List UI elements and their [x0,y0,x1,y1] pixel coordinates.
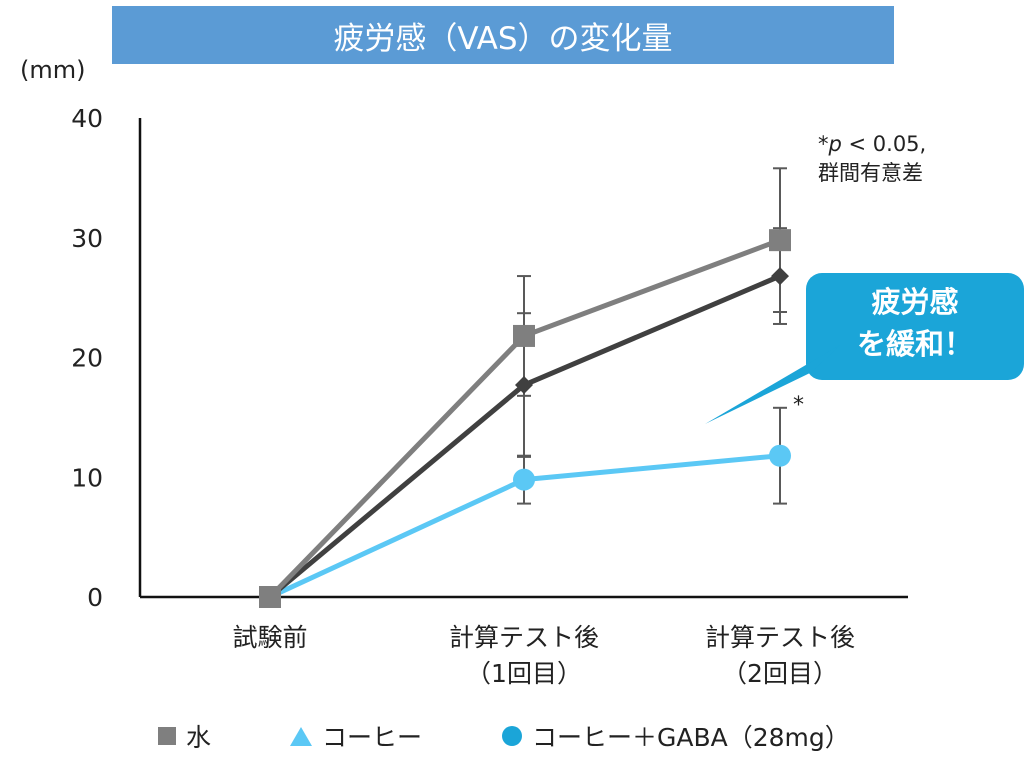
series-markers: * [259,229,804,608]
x-tick-label: 計算テスト後 [705,623,855,652]
note-p-symbol: p [828,132,842,156]
data-point-diamond [771,267,789,286]
data-point-square [513,324,535,347]
chart-title-bar: 疲労感（VAS）の変化量 [112,6,894,64]
legend-label: コーヒー＋GABA（28mg） [532,723,850,752]
data-point-diamond [515,376,533,395]
significance-note: *p < 0.05, 群間有意差 [818,130,926,188]
x-tick-label-line2: （2回目） [722,659,838,688]
note-asterisk: * [818,132,829,156]
chart-axes: 0 10 20 30 40 試験前 計算テスト後 （1回目） 計算テスト後 （2回目） [71,104,908,688]
note-p-value: < 0.05, [841,132,927,156]
y-tick-label: 20 [71,344,103,373]
callout-line2: を緩和！ [856,327,973,361]
x-tick-label: 計算テスト後 [449,623,599,652]
callout-bubble [705,273,1024,424]
callout-text: 疲労感 を緩和！ [806,281,1024,365]
legend-item: 水 [158,718,211,754]
significance-asterisk: * [793,393,804,418]
legend-triangle-icon [290,726,312,746]
chart-legend: 水 コーヒー コーヒー＋GABA（28mg） [0,718,1024,758]
legend-label: 水 [186,723,212,752]
callout-line1: 疲労感 [871,285,959,319]
y-tick-label: 10 [71,463,103,492]
data-point-square [259,586,281,608]
x-tick-label: 試験前 [232,623,307,652]
line-chart: 0 10 20 30 40 試験前 計算テスト後 （1回目） 計算テスト後 （2回目） * [71,104,1024,688]
legend-item: コーヒー＋GABA（28mg） [502,718,850,754]
y-tick-label: 30 [71,224,103,253]
chart-title: 疲労感（VAS）の変化量 [333,20,673,57]
legend-item: コーヒー [290,718,422,754]
error-bars [517,167,787,505]
y-tick-label: 40 [71,104,103,133]
data-point-circle [513,468,535,491]
callout-pointer [705,345,840,424]
legend-square-icon [158,727,176,745]
y-tick-label: 0 [87,583,103,612]
x-tick-label-line2: （1回目） [466,659,582,688]
legend-label: コーヒー [322,723,423,752]
legend-circle-icon [502,726,522,746]
data-point-square [769,229,791,252]
callout-box [806,273,1024,380]
y-axis-unit-label: (mm) [20,56,86,84]
data-point-circle [769,444,791,467]
note-line2: 群間有意差 [818,161,923,185]
